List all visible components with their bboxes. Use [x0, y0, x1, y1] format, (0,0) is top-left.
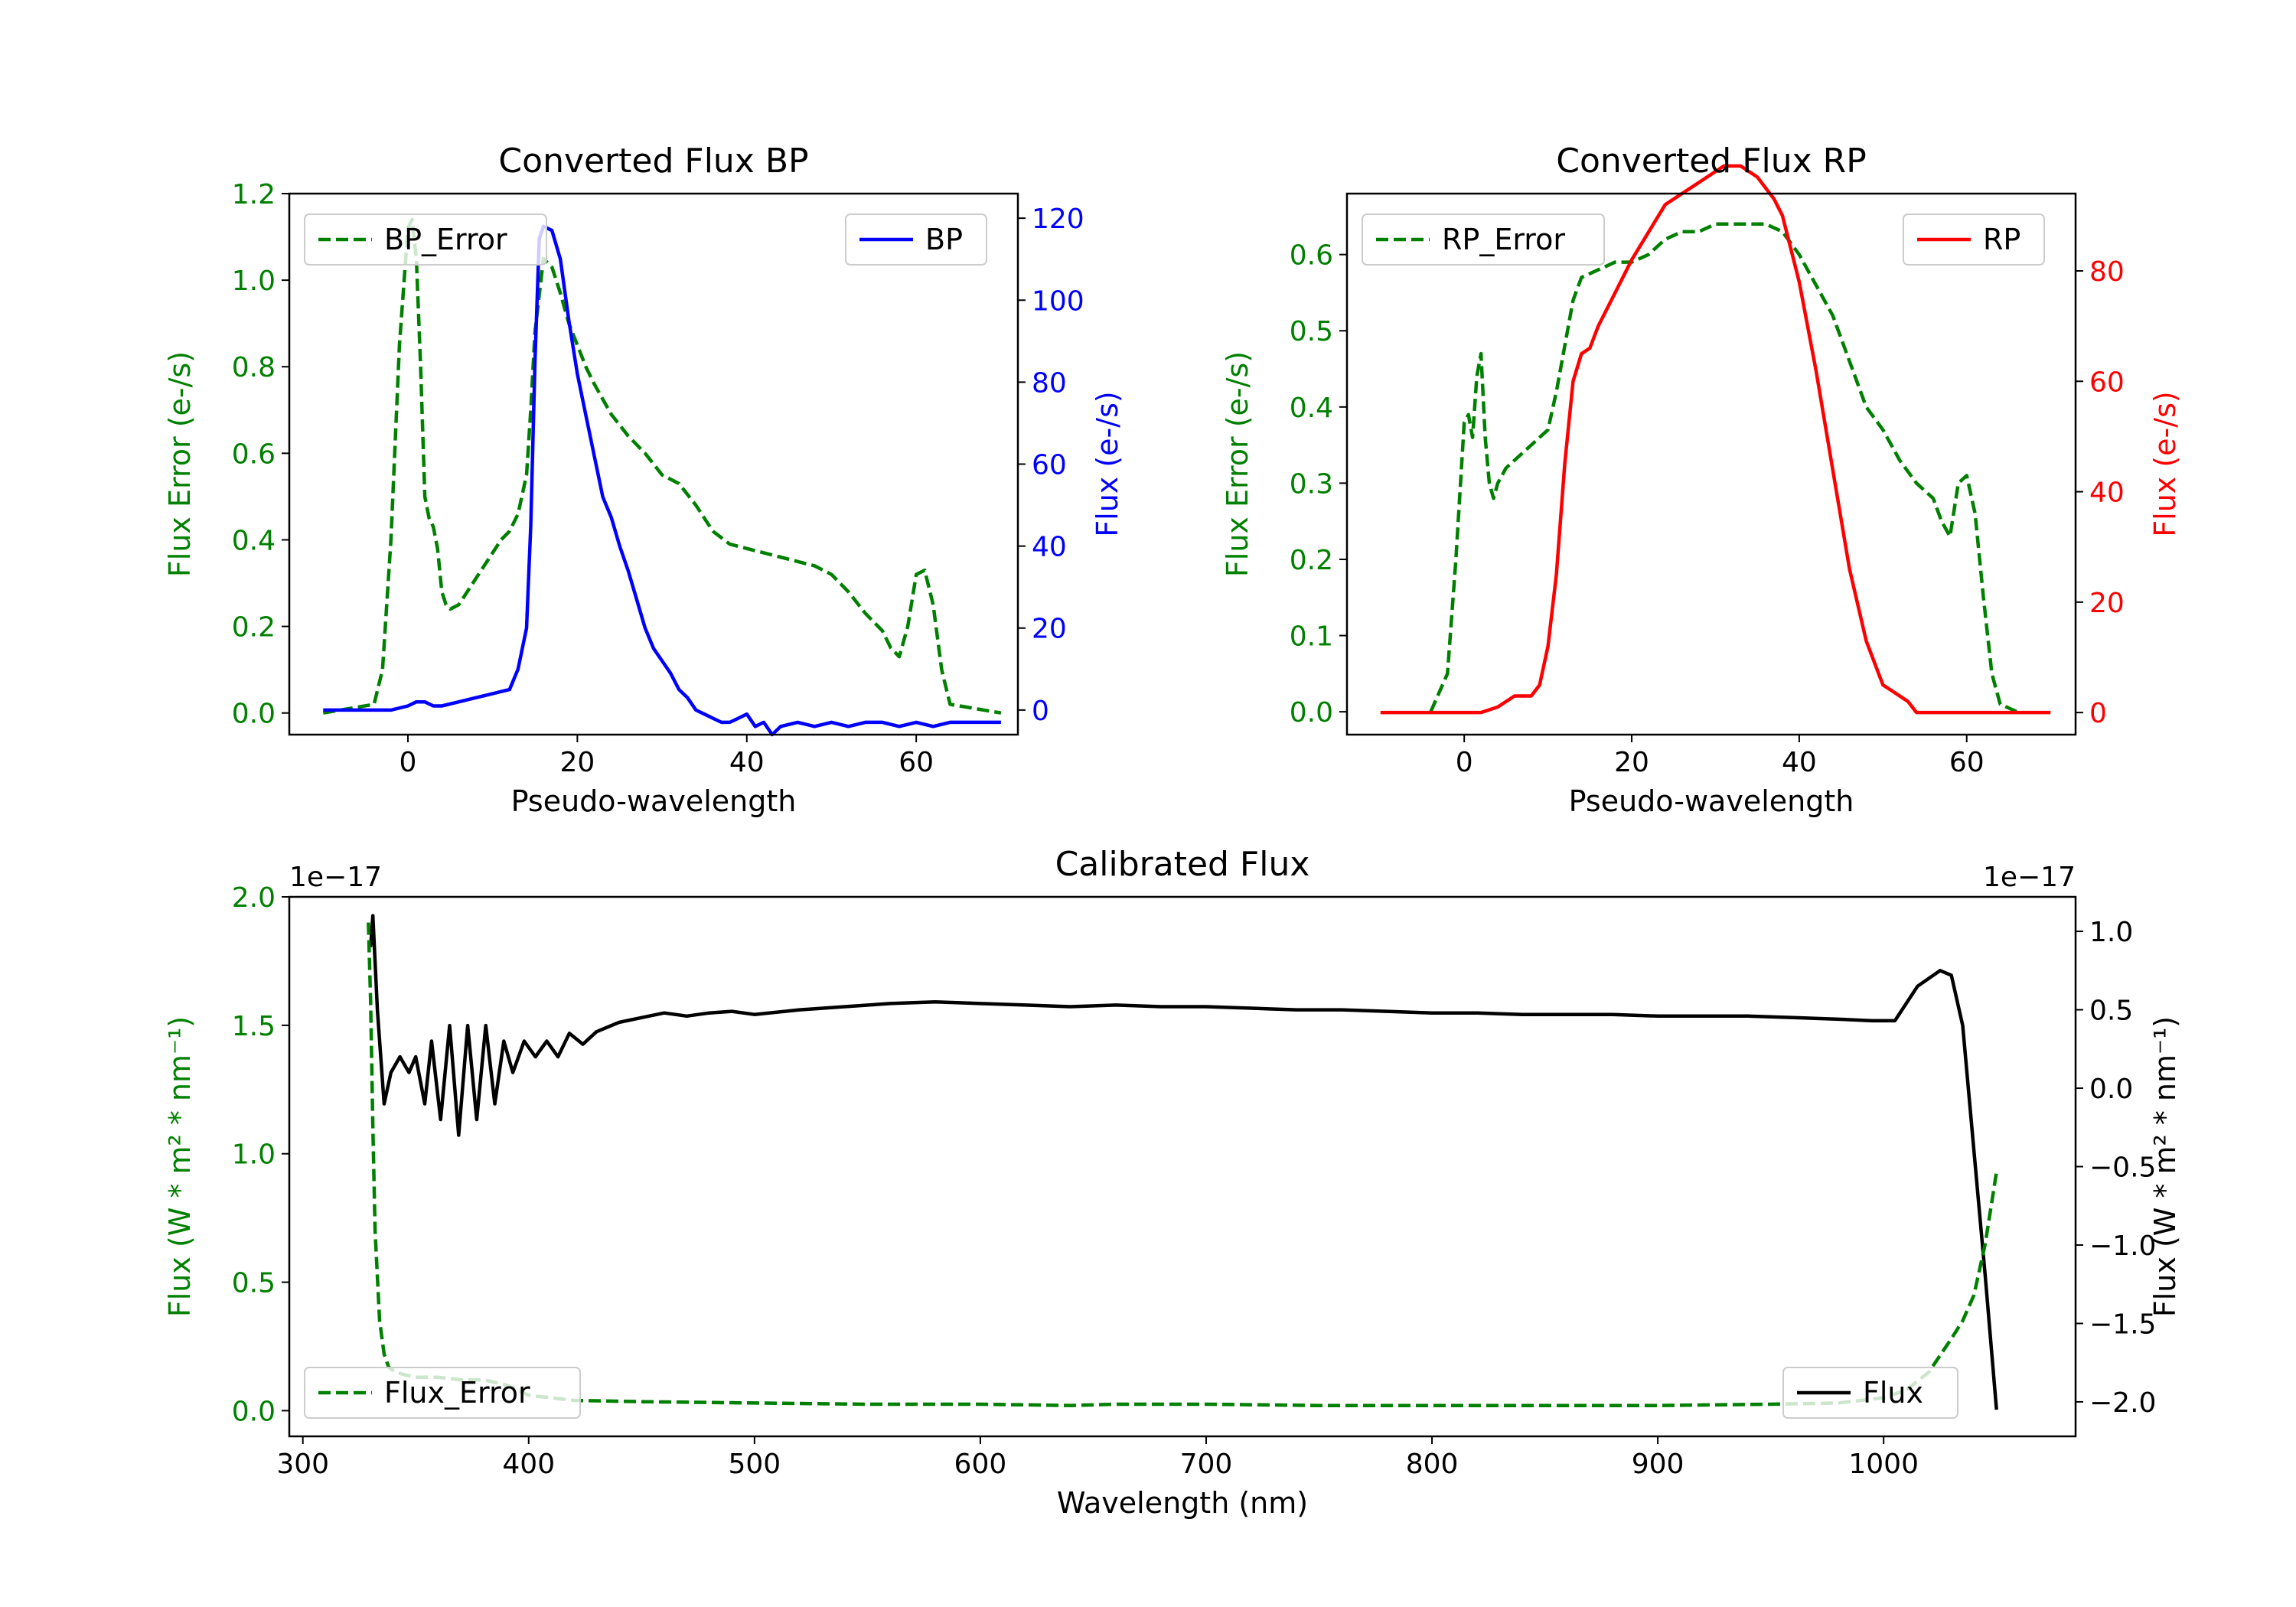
series-line-bp — [323, 224, 1001, 737]
right-tick-label: −2.0 — [2089, 1387, 2156, 1419]
legend-label: BP_Error — [384, 223, 507, 256]
left-tick-label: 1.0 — [232, 1139, 276, 1171]
legend-box — [845, 214, 987, 266]
legend-bp-error: BP_Error — [304, 214, 547, 266]
x-tick-label: 800 — [1406, 1449, 1459, 1480]
x-tick-label: 0 — [1456, 747, 1473, 778]
right-tick-label: 40 — [2089, 478, 2125, 509]
right-tick-label: 0 — [2089, 698, 2107, 729]
x-axis-label: Pseudo-wavelength — [1569, 784, 1854, 818]
legend-box — [1362, 214, 1605, 266]
x-tick-label: 60 — [1949, 747, 1985, 778]
right-tick-label: 80 — [2089, 256, 2125, 288]
right-tick-label: 20 — [1032, 614, 1067, 645]
right-tick-label: −1.5 — [2089, 1309, 2156, 1340]
legend-rp-error: RP_Error — [1362, 214, 1605, 266]
x-tick-label: 20 — [559, 747, 595, 778]
x-tick-label: 40 — [729, 747, 765, 778]
right-tick-label: 0.0 — [2089, 1074, 2133, 1105]
left-tick-label: 0.5 — [1290, 316, 1333, 347]
left-tick-label: 0.6 — [232, 438, 276, 470]
left-tick-label: 0.1 — [1290, 621, 1333, 653]
panels: 0 20 40 60 0.0 0.2 0.4 0.6 0.8 1.0 1.2 0 20 40 60 80 100… — [163, 142, 2182, 1520]
series-line-flux — [368, 914, 1998, 1410]
legend-box — [1903, 214, 2045, 266]
right-axis-offset-text: 1e−17 — [1983, 862, 2076, 893]
x-tick-label: 900 — [1632, 1449, 1684, 1480]
series-line-bp-error — [322, 217, 1002, 715]
left-tick-label: 0.0 — [1290, 697, 1333, 729]
x-tick-label: 0 — [400, 747, 417, 778]
legend-flux: Flux — [1782, 1367, 1958, 1419]
left-tick-label: 0.8 — [232, 352, 276, 383]
x-tick-label: 700 — [1180, 1449, 1233, 1480]
legend-label: Flux — [1863, 1376, 1923, 1410]
left-axis-label: Flux Error (e-/s) — [163, 351, 197, 577]
x-axis-label: Pseudo-wavelength — [511, 784, 797, 818]
x-axis-label: Wavelength (nm) — [1057, 1486, 1308, 1520]
legend-box — [1782, 1367, 1958, 1419]
legend-label: Flux_Error — [384, 1376, 530, 1410]
left-axis-offset-text: 1e−17 — [289, 862, 382, 893]
right-tick-label: 100 — [1032, 285, 1084, 317]
right-tick-label: 60 — [1032, 450, 1067, 481]
left-tick-label: 0.3 — [1290, 468, 1333, 500]
left-tick-label: 0.0 — [232, 699, 276, 730]
right-tick-label: 80 — [1032, 367, 1067, 399]
chart-title: Converted Flux BP — [498, 142, 808, 181]
legend-label: BP — [925, 223, 963, 256]
panel-2: 0 20 40 60 0.0 0.1 0.2 0.3 0.4 0.5 0.6 0 20 40 60 80 Con… — [1221, 142, 2182, 818]
left-tick-label: 1.0 — [232, 266, 276, 297]
left-tick-label: 0.4 — [232, 525, 276, 556]
left-tick-label: 0.2 — [1290, 545, 1333, 576]
legend-flux-error: Flux_Error — [304, 1367, 581, 1419]
right-tick-label: 0.5 — [2089, 996, 2133, 1027]
left-axis-label: Flux Error (e-/s) — [1221, 351, 1254, 577]
x-tick-label: 400 — [502, 1449, 555, 1480]
left-tick-label: 0.5 — [232, 1268, 276, 1299]
right-tick-label: 40 — [1032, 532, 1067, 563]
series-line-rp — [1380, 164, 2051, 715]
left-tick-label: 0.4 — [1290, 393, 1333, 424]
left-tick-label: 0.2 — [232, 612, 276, 644]
x-tick-label: 500 — [728, 1449, 781, 1480]
left-tick-label: 1.5 — [232, 1011, 276, 1042]
panel-3: 300 400 500 600 700 800 900 1000 0.0 0.5 1.0 1.5 2.0… — [163, 845, 2182, 1520]
right-tick-label: 20 — [2089, 588, 2125, 619]
chart-title: Converted Flux RP — [1556, 142, 1867, 181]
legend-label: RP_Error — [1442, 223, 1565, 256]
right-axis-label: Flux (e-/s) — [2148, 391, 2182, 536]
chart-title: Calibrated Flux — [1055, 845, 1310, 884]
plot-frame — [1345, 192, 2077, 736]
legend-box — [304, 214, 547, 266]
x-tick-label: 1000 — [1848, 1449, 1919, 1480]
right-tick-label: 120 — [1032, 204, 1084, 235]
right-tick-label: −0.5 — [2089, 1152, 2156, 1184]
left-tick-label: 0.6 — [1290, 240, 1333, 272]
x-tick-label: 20 — [1614, 747, 1649, 778]
legend-box — [304, 1367, 581, 1419]
series-line-rp-error — [1429, 222, 2018, 714]
left-tick-label: 2.0 — [232, 882, 276, 914]
right-tick-label: 1.0 — [2089, 917, 2133, 948]
x-tick-label: 40 — [1782, 747, 1817, 778]
right-tick-label: 60 — [2089, 367, 2125, 398]
right-tick-label: −1.0 — [2089, 1231, 2156, 1262]
right-axis-label: Flux (e-/s) — [1091, 391, 1124, 536]
x-tick-label: 60 — [899, 747, 934, 778]
legend-label: RP — [1983, 223, 2020, 256]
left-tick-label: 1.2 — [232, 179, 276, 210]
left-axis-label: Flux (W * m² * nm⁻¹) — [163, 1016, 197, 1317]
left-tick-label: 0.0 — [232, 1396, 276, 1427]
x-tick-label: 300 — [276, 1449, 329, 1480]
right-axis-label: Flux (W * m² * nm⁻¹) — [2148, 1016, 2182, 1317]
legend-bp: BP — [845, 214, 987, 266]
right-tick-label: 0 — [1032, 696, 1049, 727]
x-tick-label: 600 — [954, 1449, 1007, 1480]
legend-rp: RP — [1903, 214, 2045, 266]
panel-1: 0 20 40 60 0.0 0.2 0.4 0.6 0.8 1.0 1.2 0 20 40 60 80 100… — [163, 142, 1124, 818]
